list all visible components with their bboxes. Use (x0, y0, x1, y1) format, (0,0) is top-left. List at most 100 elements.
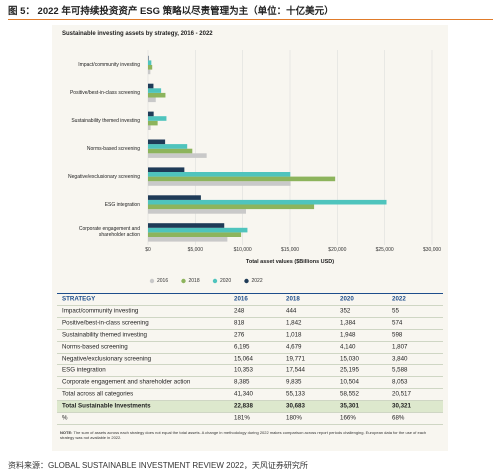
table-header: STRATEGY (62, 295, 96, 303)
table-cell: 276 (234, 331, 245, 339)
table-cell: 20,517 (392, 390, 411, 398)
bar (148, 88, 162, 93)
legend-marker (244, 278, 249, 284)
x-tick-label: $10,000 (233, 247, 252, 253)
table-cell: 58,552 (340, 390, 359, 398)
table-cell: 1,018 (286, 331, 302, 339)
title-rule (8, 19, 493, 20)
x-tick-label: $0 (145, 247, 151, 253)
legend-label: 2016 (157, 278, 169, 284)
table-header: 2022 (392, 295, 406, 303)
table-cell: 8,385 (234, 378, 250, 386)
category-label: Positive/best-in-class screening (69, 89, 140, 96)
table-cell: 818 (234, 319, 245, 327)
bar (148, 232, 242, 237)
legend-label: 2018 (188, 278, 200, 284)
bar (148, 120, 158, 126)
note-label: NOTE: (60, 430, 73, 435)
table-cell: 4,679 (286, 343, 302, 351)
x-tick-label: $30,000 (422, 247, 442, 253)
bar (148, 83, 154, 89)
row-separator (57, 364, 443, 366)
table-cell: Total across all categories (62, 390, 134, 398)
bar (148, 144, 188, 149)
table-cell: 166% (340, 414, 356, 422)
table-cell: 1,842 (286, 319, 302, 327)
legend-marker (181, 278, 186, 284)
row-separator (57, 304, 443, 306)
bar (148, 125, 151, 130)
table-cell: 15,064 (234, 355, 253, 362)
category-label: Impact/community investing (78, 62, 140, 68)
table-cell: Impact/community investing (62, 307, 139, 315)
table-cell: 22,838 (234, 402, 253, 410)
table-cell: 25,195 (340, 366, 359, 374)
row-separator (57, 376, 443, 378)
table-header: 2018 (286, 295, 300, 303)
bar (148, 181, 291, 186)
legend-marker (149, 278, 155, 284)
table-cell: ESG integration (62, 366, 106, 374)
note-text: The sum of assets across each strategy d… (60, 430, 427, 440)
category-label: ESG integration (104, 201, 140, 208)
table-cell: 30,321 (392, 402, 411, 410)
table-bottom-rule (57, 424, 443, 425)
figure-title: 图 5： 2022 年可持续投资资产 ESG 策略以尽责管理为主（单位：十亿美元… (8, 6, 334, 17)
bar (148, 148, 193, 154)
table-cell: Corporate engagement and shareholder act… (62, 378, 191, 386)
table-cell: Total Sustainable Investments (62, 402, 151, 410)
legend-marker (212, 278, 218, 284)
table-cell: 55 (392, 307, 399, 315)
category-label: Negative/exclusionary screening (68, 173, 140, 180)
source: 资料来源：GLOBAL SUSTAINABLE INVESTMENT REVIE… (8, 461, 308, 470)
row-separator (57, 400, 443, 402)
x-tick-label: $20,000 (328, 247, 347, 253)
category-label: Corporate engagement and shareholder act… (78, 226, 140, 239)
x-tick-label: $25,000 (375, 247, 394, 253)
table-cell: 598 (392, 331, 403, 339)
chart-title: Sustainable investing assets by strategy… (62, 31, 213, 37)
table-cell: 30,683 (286, 402, 305, 410)
table-cell: 574 (392, 319, 403, 327)
legend-label: 2022 (251, 278, 263, 284)
table-header-rule (57, 293, 443, 294)
table-cell: 10,353 (234, 366, 253, 374)
table-cell: Norms-based screening (62, 343, 128, 351)
category-label: Sustainability themed investing (71, 117, 140, 124)
note: NOTE: The sum of assets across each stra… (60, 430, 440, 440)
table-cell: 17,544 (286, 366, 305, 374)
table-header: 2016 (234, 295, 248, 303)
table-cell: 1,384 (340, 319, 356, 327)
bar (148, 209, 247, 214)
bar (148, 111, 154, 117)
table-cell: 19,771 (286, 355, 305, 362)
bar (148, 69, 151, 75)
row-separator (57, 328, 443, 330)
bar (148, 199, 387, 205)
row-separator (57, 388, 443, 390)
bar (148, 65, 153, 70)
bar (148, 55, 149, 61)
table-cell: 68% (392, 414, 405, 422)
table-cell: 15,030 (340, 355, 359, 362)
bar (148, 92, 166, 98)
table-cell: 352 (340, 307, 351, 315)
table-cell: 248 (234, 307, 245, 315)
table-cell: 3,840 (392, 355, 408, 362)
row-separator (57, 316, 443, 318)
bar (148, 204, 315, 210)
bar (148, 223, 225, 228)
bar (148, 227, 248, 233)
table-cell: Negative/exclusionary screening (62, 355, 152, 362)
bar (148, 195, 201, 200)
bar (148, 153, 207, 158)
table-header: 2020 (340, 295, 354, 303)
table-cell: 180% (286, 414, 302, 422)
table-cell: 8,053 (392, 378, 408, 386)
table-cell: 41,340 (234, 390, 253, 398)
table-cell: 1,807 (392, 343, 408, 351)
table-cell: 6,195 (234, 343, 250, 351)
table-cell: 1,948 (340, 331, 356, 339)
